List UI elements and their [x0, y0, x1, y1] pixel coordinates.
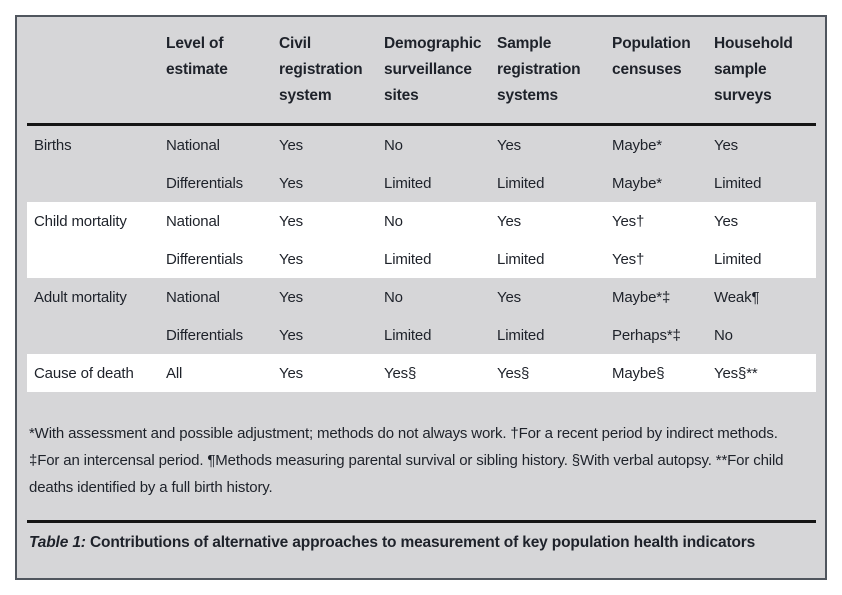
- table-cell: Limited: [384, 174, 432, 192]
- table-cell: Maybe*: [612, 174, 662, 192]
- table-cell: Yes†: [612, 250, 645, 268]
- table-cell: Differentials: [166, 326, 243, 344]
- table-cell: Yes: [279, 212, 304, 230]
- table-cell: Yes: [279, 288, 304, 306]
- table-caption-text: Contributions of alternative approaches …: [89, 534, 756, 551]
- table-footnotes: *With assessment and possible adjustment…: [29, 425, 784, 496]
- table-cell: Maybe*‡: [612, 288, 671, 306]
- table-cell: Yes†: [612, 212, 645, 230]
- table-cell: Limited: [384, 326, 432, 344]
- table-caption: Table 1: Contributions of alternative ap…: [27, 534, 816, 552]
- row-label: [27, 240, 159, 278]
- table-cell: Yes§: [384, 364, 417, 382]
- table-cell: Perhaps*‡: [612, 326, 681, 344]
- table-cell: Weak¶: [714, 288, 760, 306]
- row-label: Child mortality: [34, 212, 127, 230]
- row-label: Births: [34, 136, 72, 154]
- column-header-population-censuses: Population censuses: [605, 27, 707, 126]
- row-label: Adult mortality: [34, 288, 127, 306]
- table-cell: No: [714, 326, 733, 344]
- column-header-level-of-estimate: Level of estimate: [159, 27, 272, 126]
- table-cell: Yes: [279, 250, 304, 268]
- table-row-child-mortality-national: Child mortality National Yes No Yes Yes†…: [27, 202, 816, 240]
- table-cell: Maybe*: [612, 136, 662, 154]
- table-cell: Yes: [714, 212, 739, 230]
- table-cell: Yes§: [497, 364, 530, 382]
- table-cell: No: [384, 288, 403, 306]
- table-panel: Level of estimate Civil registration sys…: [15, 15, 827, 580]
- row-label: [27, 164, 159, 202]
- table-cell: Yes: [279, 174, 304, 192]
- table-cell: No: [384, 136, 403, 154]
- column-header-civil-registration: Civil registration system: [272, 27, 377, 126]
- caption-divider-rule: [27, 520, 816, 523]
- table-cell: Limited: [497, 326, 545, 344]
- row-label: Cause of death: [34, 364, 134, 382]
- table-cell: Yes: [279, 136, 304, 154]
- row-label: [27, 316, 159, 354]
- table-cell: National: [166, 136, 220, 154]
- table-cell: All: [166, 364, 183, 382]
- table-row-adult-mortality-national: Adult mortality National Yes No Yes Mayb…: [27, 278, 816, 316]
- table-cell: National: [166, 212, 220, 230]
- table-cell: Yes: [279, 326, 304, 344]
- column-header-household-surveys: Household sample surveys: [707, 27, 816, 126]
- table-cell: Differentials: [166, 250, 243, 268]
- table-row-adult-mortality-differentials: Differentials Yes Limited Limited Perhap…: [27, 316, 816, 354]
- table-cell: Limited: [714, 174, 762, 192]
- table-cell: Yes: [714, 136, 739, 154]
- table-cell: Yes: [497, 288, 522, 306]
- table-cell: Yes§**: [714, 364, 758, 382]
- column-header-sample-registration: Sample registration systems: [490, 27, 605, 126]
- table-cell: Differentials: [166, 174, 243, 192]
- indicators-table: Level of estimate Civil registration sys…: [27, 27, 816, 392]
- table-cell: Maybe§: [612, 364, 665, 382]
- table-row-cause-of-death: Cause of death All Yes Yes§ Yes§ Maybe§ …: [27, 354, 816, 392]
- table-cell: Limited: [384, 250, 432, 268]
- table-row-child-mortality-differentials: Differentials Yes Limited Limited Yes† L…: [27, 240, 816, 278]
- table-row-births-national: Births National Yes No Yes Maybe* Yes: [27, 125, 816, 165]
- table-row-births-differentials: Differentials Yes Limited Limited Maybe*…: [27, 164, 816, 202]
- table-cell: Yes: [497, 136, 522, 154]
- table-cell: Yes: [497, 212, 522, 230]
- table-cell: Yes: [279, 364, 304, 382]
- column-header-demographic-surveillance: Demographic surveillance sites: [377, 27, 490, 126]
- table-cell: Limited: [497, 174, 545, 192]
- table-cell: National: [166, 288, 220, 306]
- table-cell: No: [384, 212, 403, 230]
- column-header-indicator: [27, 27, 159, 126]
- table-cell: Limited: [497, 250, 545, 268]
- header-row: Level of estimate Civil registration sys…: [27, 27, 816, 126]
- table-caption-label: Table 1:: [29, 534, 86, 551]
- table-cell: Limited: [714, 250, 762, 268]
